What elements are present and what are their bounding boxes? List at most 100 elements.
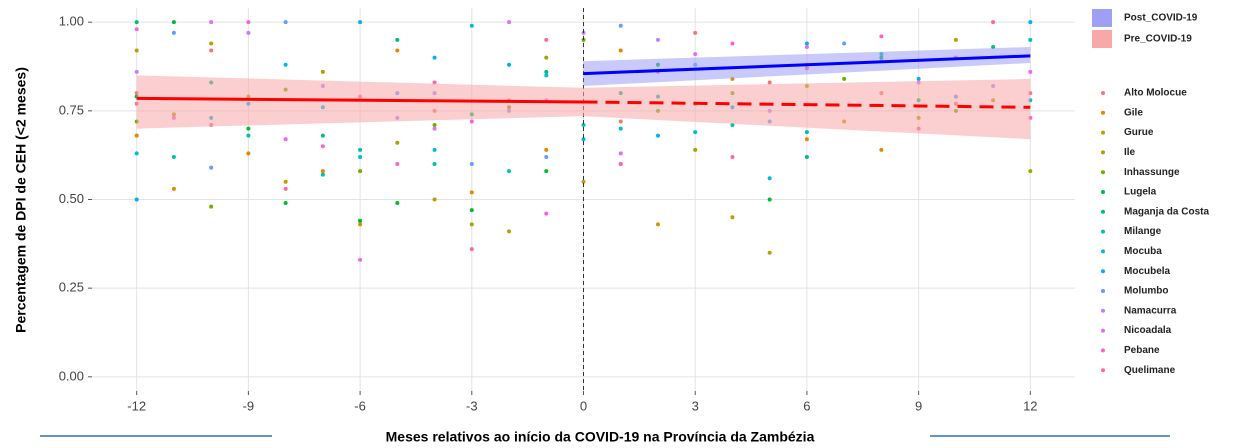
point [320,69,325,74]
legend-label: Quelimane [1124,365,1176,376]
point [209,165,214,170]
point [618,23,623,28]
point [171,154,176,159]
point [991,20,996,25]
legend-label: Namacurra [1124,305,1177,316]
x-tick-label: 9 [915,398,922,413]
point [618,119,623,124]
point [469,208,474,213]
point [804,154,809,159]
point [581,179,586,184]
point [395,201,400,206]
point [320,172,325,177]
point [134,69,139,74]
point [693,130,698,135]
point [991,45,996,50]
point [432,147,437,152]
x-tick-label: -3 [466,398,478,413]
legend-label: Nicoadala [1124,325,1172,336]
point [544,55,549,60]
point [730,154,735,159]
point [395,37,400,42]
point [581,123,586,128]
legend-key [1101,289,1105,293]
point [916,76,921,81]
point [432,80,437,85]
legend-label: Maganja da Costa [1124,206,1209,217]
legend-label: Mocuba [1124,246,1162,257]
point [134,133,139,138]
point [246,133,251,138]
point [804,41,809,46]
point [134,48,139,53]
point [209,41,214,46]
point [655,37,660,42]
point [246,126,251,131]
point [283,186,288,191]
point [767,250,772,255]
legend-key [1101,348,1105,353]
point [469,247,474,252]
legend-label: Inhassunge [1124,167,1180,178]
legend-key [1101,170,1105,175]
legend-label: Molumbo [1124,286,1168,297]
point [134,197,139,202]
point [1028,69,1033,74]
legend-label: Pebane [1124,345,1160,356]
point [544,211,549,216]
legend-key [1092,9,1112,27]
legend-key [1101,190,1105,194]
point [544,69,549,74]
point [209,204,214,209]
point [432,126,437,131]
point [767,197,772,202]
legend-key [1101,328,1105,333]
point [395,48,400,53]
legend-label: Pre_COVID-19 [1124,34,1192,45]
point [618,126,623,131]
point [544,169,549,174]
legend-key [1101,269,1105,274]
x-tick-label: -6 [354,398,366,413]
point [1028,20,1033,25]
fit-line [583,100,1031,109]
legend-label: Milange [1124,226,1162,237]
point [618,162,623,167]
legend-key [1101,368,1105,373]
point [283,201,288,206]
point [209,20,214,25]
point [879,147,884,152]
x-tick-label: 6 [803,398,810,413]
point [1028,37,1033,42]
point [283,62,288,67]
point [507,229,512,234]
y-tick-label: 0.00 [59,368,84,383]
point [246,30,251,35]
point [544,154,549,159]
legend-label: Gile [1124,107,1143,118]
point [134,27,139,32]
point [655,133,660,138]
point [730,41,735,46]
legend-key [1101,110,1105,115]
legend-label: Ile [1124,147,1136,158]
point [953,37,958,42]
legend-key [1101,209,1105,214]
point [358,147,363,152]
point [320,169,325,174]
point [730,215,735,220]
point [469,190,474,195]
legend-key [1101,249,1105,254]
point [395,162,400,167]
fit-line [583,54,1031,76]
x-tick-label: 0 [580,398,587,413]
point [283,179,288,184]
legend-key [1101,91,1105,95]
x-tick-label: -12 [127,398,146,413]
point [134,151,139,156]
confidence-band [136,75,584,129]
x-tick-label: 12 [1023,398,1037,413]
legend-label: Post_COVID-19 [1124,13,1198,24]
x-tick-label: -9 [243,398,255,413]
